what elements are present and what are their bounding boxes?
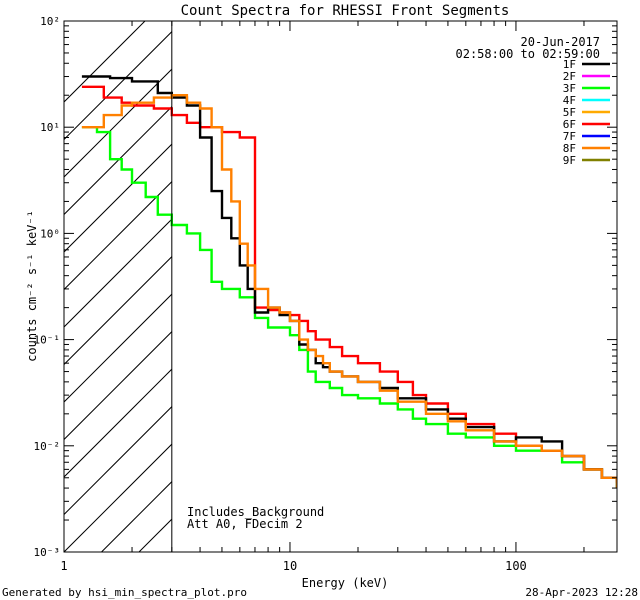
- hatch-line: [64, 180, 172, 291]
- series-8F-line: [81, 94, 617, 489]
- footer-timestamp: 28-Apr-2023 12:28: [525, 586, 638, 599]
- series-3F-line: [81, 126, 617, 489]
- hatch-line: [64, 21, 146, 103]
- series-1F-line: [81, 75, 617, 489]
- hatch-line: [101, 480, 172, 552]
- hatch-line: [514, 21, 640, 552]
- note-background: Includes_Background: [187, 505, 324, 519]
- legend-label: 5F: [563, 106, 576, 119]
- date-label: 20-Jun-2017: [521, 35, 600, 49]
- hatch-line: [64, 330, 172, 441]
- x-tick-label: 1: [60, 559, 67, 573]
- y-tick-label: 10⁻³: [34, 546, 61, 559]
- series-6F-line: [81, 85, 617, 483]
- hatch-line: [64, 30, 172, 141]
- series-lines: [81, 75, 617, 489]
- below-threshold-hatch: [64, 21, 640, 552]
- note-attenuator: Att A0, FDecim 2: [187, 517, 303, 531]
- y-axis-label: counts cm⁻² s⁻¹ keV⁻¹: [25, 210, 39, 362]
- legend-label: 8F: [563, 142, 576, 155]
- hatch-line: [64, 405, 172, 516]
- legend-label: 2F: [563, 70, 576, 83]
- hatch-line: [64, 443, 172, 552]
- legend-label: 9F: [563, 154, 576, 167]
- legend-label: 4F: [563, 94, 576, 107]
- y-tick-label: 10⁻²: [34, 440, 61, 453]
- y-tick-labels: 10⁻³ 10⁻² 10⁻¹ 10⁰ 10¹ 10²: [34, 15, 61, 559]
- legend-label: 7F: [563, 130, 576, 143]
- x-axis-label: Energy (keV): [302, 576, 389, 590]
- x-tick-label: 10: [283, 559, 297, 573]
- footer-generated-by: Generated by hsi_min_spectra_plot.pro: [2, 586, 247, 599]
- hatch-line: [64, 218, 172, 328]
- x-tick-labels: 1 10 100: [60, 559, 526, 573]
- hatch-line: [64, 68, 172, 178]
- hatch-line: [64, 368, 172, 478]
- time-range-label: 02:58:00 to 02:59:00: [456, 47, 601, 61]
- plot-frame: [63, 20, 618, 553]
- hatch-line: [214, 21, 640, 552]
- legend-label: 6F: [563, 118, 576, 131]
- hatch-line: [477, 21, 640, 552]
- y-tick-label: 10¹: [40, 121, 60, 134]
- hatch-line: [64, 143, 172, 253]
- legend-label: 3F: [563, 82, 576, 95]
- y-tick-label: 10²: [40, 15, 60, 28]
- chart-title: Count Spectra for RHESSI Front Segments: [181, 3, 510, 19]
- hatch-line: [64, 255, 172, 366]
- y-tick-label: 10⁻¹: [34, 334, 61, 347]
- legend-label: 1F: [563, 58, 576, 71]
- y-tick-label: 10⁰: [40, 227, 60, 240]
- axis-ticks: [63, 21, 617, 553]
- hatch-line: [252, 21, 640, 552]
- x-tick-label: 100: [505, 559, 527, 573]
